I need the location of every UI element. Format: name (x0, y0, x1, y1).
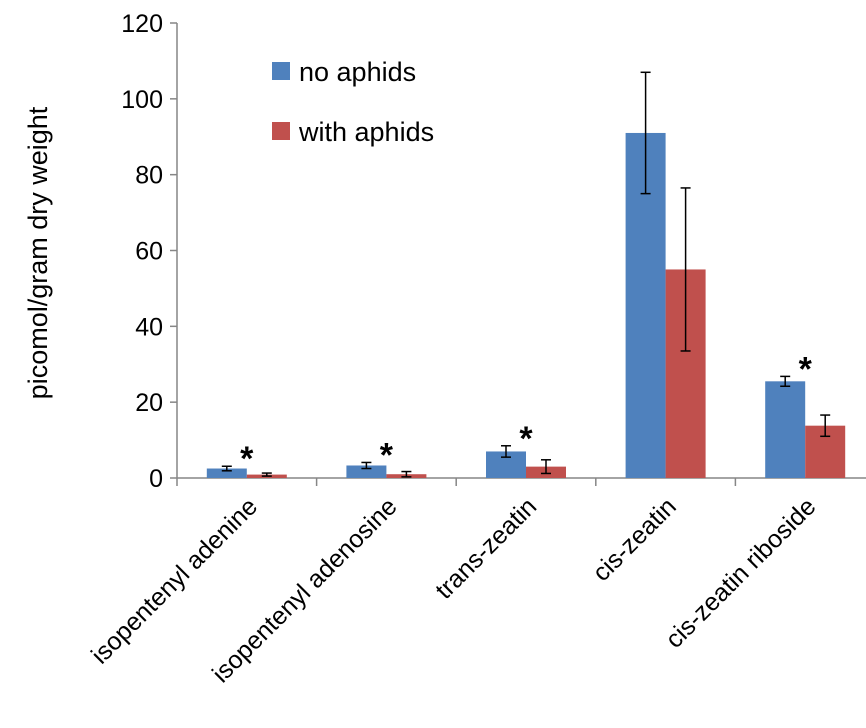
y-tick-label: 40 (135, 313, 163, 341)
legend: no aphids with aphids (272, 57, 434, 147)
y-tick-label: 100 (121, 86, 163, 114)
legend-label-with-aphids: with aphids (298, 117, 434, 147)
legend-swatch-with-aphids (272, 122, 290, 140)
y-tick-label: 120 (121, 10, 163, 38)
significance-star: * (240, 440, 254, 478)
error-bars (221, 71, 831, 478)
bar-no-aphids (346, 465, 387, 478)
bar-no-aphids (206, 468, 247, 478)
legend-label-no-aphids: no aphids (299, 57, 416, 87)
legend-swatch-no-aphids (272, 62, 290, 80)
bar-no-aphids (765, 381, 806, 478)
y-ticks: 0 20 40 60 80 100 120 (121, 10, 177, 493)
significance-marks: * * * * (240, 350, 812, 478)
significance-star: * (519, 420, 533, 458)
x-ticks (176, 478, 737, 486)
y-tick-label: 0 (149, 465, 163, 493)
axes (176, 23, 866, 479)
category-label: cis-zeatin riboside (660, 492, 821, 653)
y-tick-label: 60 (135, 238, 163, 266)
significance-star: * (799, 350, 813, 388)
y-tick-label: 20 (135, 389, 163, 417)
category-label: cis-zeatin (587, 492, 681, 586)
y-axis-title: picomol/gram dry weight (23, 106, 53, 399)
bars (206, 132, 846, 479)
y-tick-label: 80 (135, 162, 163, 190)
significance-star: * (380, 436, 394, 474)
category-label: trans-zeatin (430, 492, 542, 604)
